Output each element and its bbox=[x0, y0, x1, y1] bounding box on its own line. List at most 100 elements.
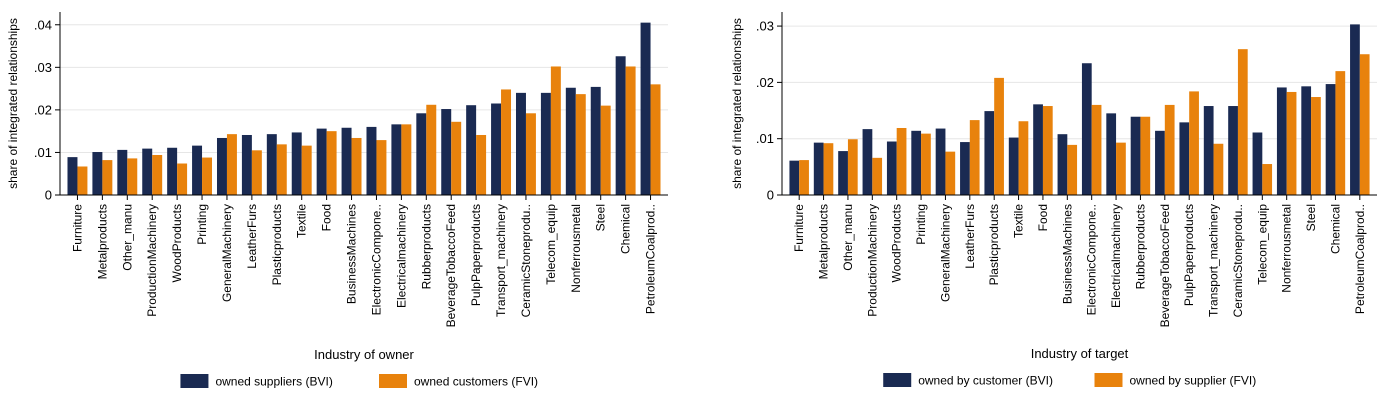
bar-bvi bbox=[241, 134, 252, 195]
bar-fvi bbox=[550, 66, 561, 195]
bar-bvi bbox=[590, 86, 601, 195]
bar-bvi bbox=[366, 126, 377, 195]
bar-fvi bbox=[1091, 104, 1102, 195]
bar-fvi bbox=[650, 84, 661, 195]
bar-bvi bbox=[491, 103, 502, 195]
bar-bvi bbox=[92, 152, 103, 195]
bar-bvi bbox=[117, 149, 128, 195]
x-tick-label: PetroleumCoalprod.. bbox=[644, 204, 658, 314]
bar-bvi bbox=[1106, 113, 1117, 195]
x-tick-label: Nonferrousmetal bbox=[1280, 204, 1294, 293]
x-tick-label: Transport_machinery bbox=[494, 204, 508, 317]
bar-fvi bbox=[1359, 54, 1370, 195]
bar-fvi bbox=[1140, 116, 1151, 195]
bar-bvi bbox=[813, 142, 824, 195]
x-tick-label: ProductionMachinery bbox=[145, 204, 159, 317]
bar-fvi bbox=[276, 144, 287, 195]
chart-panel-1: Furniture Metalproducts Other_manu Producti… bbox=[6, 12, 668, 389]
bar-bvi bbox=[1057, 134, 1068, 195]
bar-fvi bbox=[525, 113, 536, 195]
bar-fvi bbox=[426, 104, 437, 195]
bar-fvi bbox=[896, 127, 907, 195]
x-tick-label: Telecom_equip bbox=[1255, 204, 1269, 285]
legend-swatch bbox=[379, 374, 407, 388]
bar-fvi bbox=[1116, 142, 1126, 195]
x-tick-label: BusinessMachines bbox=[1060, 204, 1074, 304]
bar-fvi bbox=[969, 120, 980, 195]
bar-fvi bbox=[1286, 91, 1297, 195]
x-tick-label: Transport_machinery bbox=[1207, 204, 1221, 317]
bar-fvi bbox=[1018, 121, 1029, 195]
bar-fvi bbox=[600, 105, 611, 195]
y-tick-label: .02 bbox=[34, 102, 52, 117]
bar-bvi bbox=[266, 134, 277, 195]
bar-fvi bbox=[77, 166, 88, 195]
x-axis-title: Industry of owner bbox=[314, 347, 414, 362]
x-tick-label: WoodProducts bbox=[170, 204, 184, 283]
x-tick-label: Chemical bbox=[619, 204, 633, 254]
bar-fvi bbox=[1262, 164, 1273, 195]
x-tick-label: ElectronicCompone.. bbox=[1085, 204, 1099, 315]
y-tick-label: 0 bbox=[45, 188, 52, 203]
x-tick-label: Textile bbox=[1012, 204, 1026, 238]
x-tick-label: Printing bbox=[195, 204, 209, 245]
bar-bvi bbox=[1008, 137, 1019, 195]
bar-fvi bbox=[1335, 71, 1346, 195]
bar-bvi bbox=[789, 160, 800, 195]
bar-fvi bbox=[1189, 91, 1199, 195]
legend-swatch bbox=[1094, 373, 1123, 387]
x-tick-label: CeramicStoneprodu.. bbox=[1231, 204, 1245, 317]
bar-bvi bbox=[1301, 86, 1312, 195]
bar-fvi bbox=[376, 140, 387, 195]
x-tick-label: Steel bbox=[594, 204, 608, 231]
x-tick-label: Food bbox=[320, 204, 334, 231]
bar-bvi bbox=[416, 113, 427, 195]
x-tick-label: Metalproducts bbox=[95, 204, 109, 279]
y-tick-label: .03 bbox=[34, 60, 52, 75]
y-tick-label: .01 bbox=[756, 131, 774, 146]
y-tick-label: .01 bbox=[34, 145, 52, 160]
bar-bvi bbox=[192, 145, 203, 195]
x-tick-label: Food bbox=[1036, 204, 1050, 231]
x-tick-label: LeatherFurs bbox=[963, 204, 977, 269]
bar-bvi bbox=[1155, 130, 1165, 195]
bar-bvi bbox=[1130, 116, 1141, 195]
x-tick-label: Furniture bbox=[792, 204, 806, 252]
chart-panel-2: Furniture Metalproducts Other_manu Producti… bbox=[730, 12, 1377, 388]
bar-bvi bbox=[391, 124, 402, 195]
bar-bvi bbox=[565, 87, 576, 195]
bar-fvi bbox=[799, 160, 809, 195]
x-axis-title: Industry of target bbox=[1031, 346, 1129, 361]
bar-fvi bbox=[994, 77, 1004, 195]
bar-bvi bbox=[1325, 84, 1336, 195]
bar-fvi bbox=[476, 134, 487, 195]
bar-fvi bbox=[127, 158, 138, 195]
bar-bvi bbox=[911, 130, 922, 195]
x-tick-label: Rubberproducts bbox=[419, 204, 433, 289]
bar-bvi bbox=[862, 129, 873, 195]
bar-fvi bbox=[1213, 143, 1224, 195]
x-tick-label: Electricalmachinery bbox=[394, 204, 408, 308]
y-axis-title: share of integrated relationships bbox=[730, 18, 744, 189]
legend-label: owned by supplier (FVI) bbox=[1130, 374, 1257, 388]
x-tick-label: GeneralMachinery bbox=[938, 204, 952, 302]
legend-label: owned customers (FVI) bbox=[414, 375, 538, 389]
bar-fvi bbox=[847, 139, 858, 195]
x-tick-label: Electricalmachinery bbox=[1109, 204, 1123, 308]
bar-bvi bbox=[1350, 24, 1360, 195]
bar-bvi bbox=[167, 147, 178, 195]
x-tick-label: Telecom_equip bbox=[544, 204, 558, 285]
legend-swatch bbox=[180, 374, 209, 388]
x-tick-label: ElectronicCompone.. bbox=[369, 204, 383, 315]
bar-bvi bbox=[1033, 104, 1043, 195]
bar-fvi bbox=[1042, 106, 1053, 195]
bar-fvi bbox=[872, 157, 883, 195]
bar-bvi bbox=[291, 132, 302, 195]
bar-bvi bbox=[466, 105, 477, 195]
x-tick-label: BusinessMachines bbox=[345, 204, 359, 304]
bar-bvi bbox=[341, 127, 352, 195]
legend-swatch bbox=[883, 373, 912, 387]
bar-fvi bbox=[921, 133, 931, 195]
y-tick-label: .04 bbox=[34, 17, 52, 32]
